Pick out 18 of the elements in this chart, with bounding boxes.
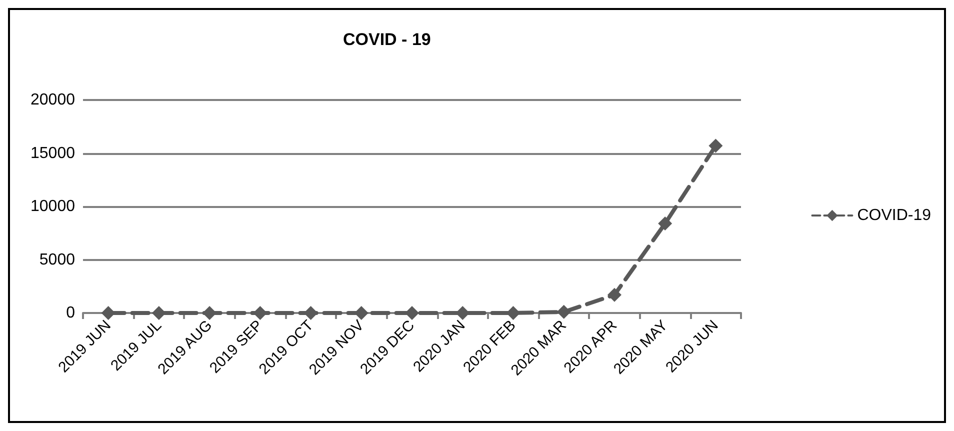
point bbox=[405, 306, 419, 320]
point bbox=[253, 306, 268, 320]
y-tick-label: 0 bbox=[66, 304, 76, 322]
y-tick-label: 5000 bbox=[39, 251, 76, 268]
point bbox=[607, 288, 622, 302]
y-tick-label: 10000 bbox=[30, 198, 76, 215]
point bbox=[101, 306, 116, 320]
point bbox=[456, 306, 470, 320]
point bbox=[708, 138, 723, 153]
legend-label: COVID-19 bbox=[857, 207, 932, 224]
y-tick-label: 15000 bbox=[30, 144, 76, 162]
chart-title: COVID - 19 bbox=[343, 30, 431, 49]
point bbox=[506, 306, 520, 320]
point bbox=[152, 306, 166, 320]
point bbox=[304, 306, 318, 320]
point bbox=[658, 216, 672, 231]
y-tick-label: 20000 bbox=[30, 92, 76, 108]
point bbox=[556, 304, 571, 319]
